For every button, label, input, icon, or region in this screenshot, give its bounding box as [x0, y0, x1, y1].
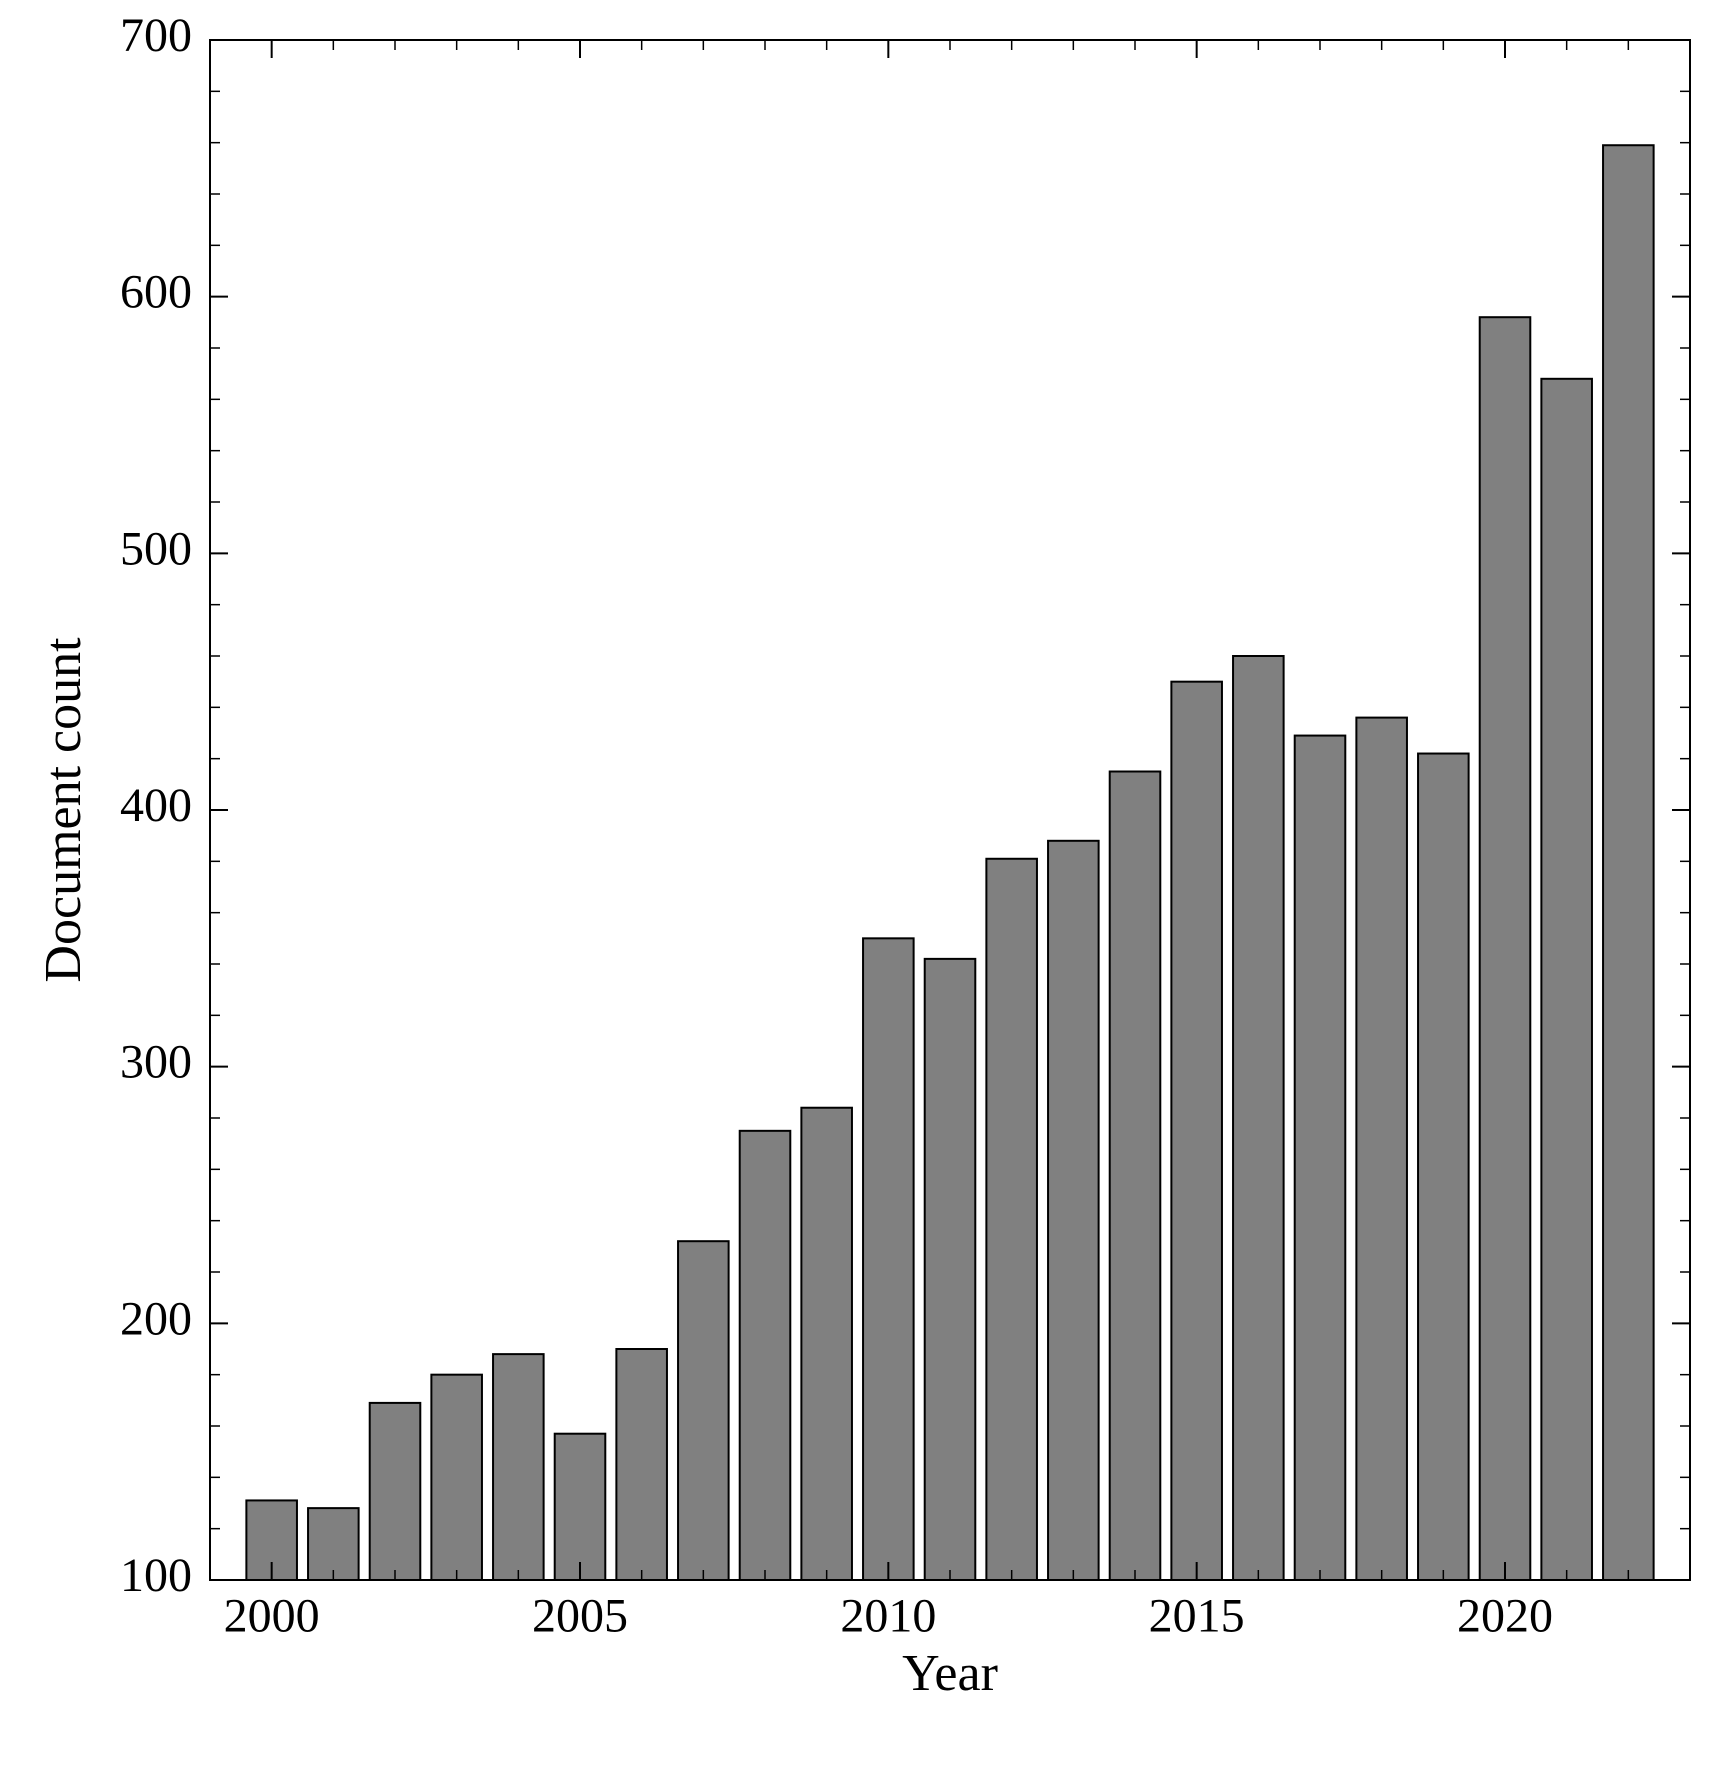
- x-tick-label: 2010: [840, 1590, 936, 1643]
- bar-2012: [986, 859, 1037, 1580]
- bar-2013: [1048, 841, 1099, 1580]
- bar-2018: [1356, 718, 1407, 1580]
- bar-2006: [616, 1349, 667, 1580]
- y-tick-label: 300: [120, 1036, 192, 1089]
- bar-2002: [370, 1403, 421, 1580]
- bar-2017: [1295, 736, 1346, 1580]
- x-axis-title: Year: [902, 1645, 998, 1702]
- bar-2009: [801, 1108, 852, 1580]
- bar-2001: [308, 1508, 359, 1580]
- chart-svg: 2000 2005 2010 2015 2020 100 200 300 400 500 600 70…: [0, 0, 1731, 1768]
- bar-2014: [1110, 772, 1161, 1581]
- bar-2020: [1480, 317, 1531, 1580]
- bar-2008: [740, 1131, 791, 1580]
- y-axis-title: Document count: [35, 637, 92, 983]
- bar-2022: [1603, 145, 1654, 1580]
- bar-2011: [925, 959, 976, 1580]
- document-count-by-year-chart: 2000 2005 2010 2015 2020 100 200 300 400 500 600 70…: [0, 0, 1731, 1768]
- y-tick-label: 700: [120, 9, 192, 62]
- bar-2003: [431, 1375, 482, 1580]
- y-tick-label: 100: [120, 1549, 192, 1602]
- bar-2015: [1171, 682, 1222, 1580]
- bar-2004: [493, 1354, 544, 1580]
- y-tick-label: 200: [120, 1292, 192, 1345]
- y-tick-label: 400: [120, 779, 192, 832]
- x-tick-label: 2015: [1149, 1590, 1245, 1643]
- bar-2016: [1233, 656, 1284, 1580]
- bar-2010: [863, 938, 914, 1580]
- bar-2007: [678, 1241, 729, 1580]
- bar-2021: [1541, 379, 1592, 1580]
- bar-2005: [555, 1434, 606, 1580]
- x-tick-label: 2000: [224, 1590, 320, 1643]
- y-tick-label: 600: [120, 266, 192, 319]
- bar-2019: [1418, 754, 1469, 1580]
- x-tick-label: 2020: [1457, 1590, 1553, 1643]
- x-tick-label: 2005: [532, 1590, 628, 1643]
- y-tick-label: 500: [120, 522, 192, 575]
